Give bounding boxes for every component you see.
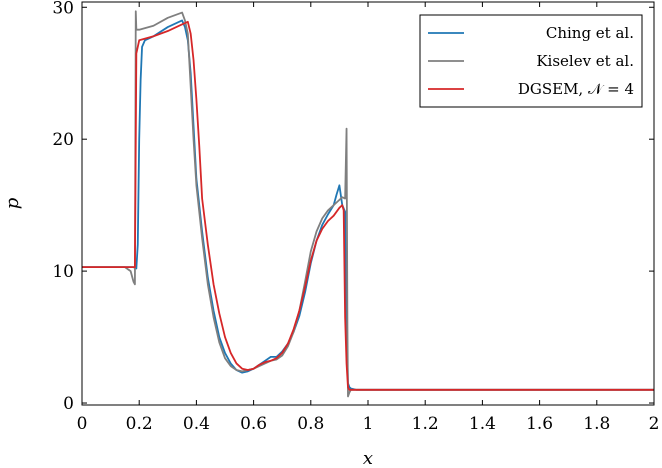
x-tick-label: 2 xyxy=(649,414,660,434)
x-tick-label: 1.4 xyxy=(469,414,496,434)
y-tick-label: 30 xyxy=(52,0,74,18)
x-tick-label: 0.6 xyxy=(240,414,267,434)
x-tick-label: 1.8 xyxy=(583,414,610,434)
y-tick-label: 20 xyxy=(52,130,74,150)
legend-label-3: DGSEM, 𝒩 = 4 xyxy=(518,80,634,98)
x-tick-label: 0.4 xyxy=(183,414,210,434)
x-axis-label: x xyxy=(363,448,373,468)
legend-label-2: Kiselev et al. xyxy=(536,52,634,70)
y-axis-label: p xyxy=(2,197,23,209)
y-tick-label: 10 xyxy=(52,262,74,282)
x-tick-label: 1.2 xyxy=(412,414,439,434)
x-tick-label: 1 xyxy=(363,414,374,434)
x-tick-label: 0.8 xyxy=(297,414,324,434)
y-tick-label: 0 xyxy=(63,394,74,414)
series-layer xyxy=(82,10,654,398)
x-tick-label: 0 xyxy=(77,414,88,434)
x-tick-label: 0.2 xyxy=(126,414,153,434)
series-line-3 xyxy=(82,20,654,391)
series-line-2 xyxy=(82,10,654,398)
legend: Ching et al. Kiselev et al. DGSEM, 𝒩 = 4 xyxy=(419,14,643,108)
x-tick-label: 1.6 xyxy=(526,414,553,434)
legend-label-1: Ching et al. xyxy=(546,24,634,42)
